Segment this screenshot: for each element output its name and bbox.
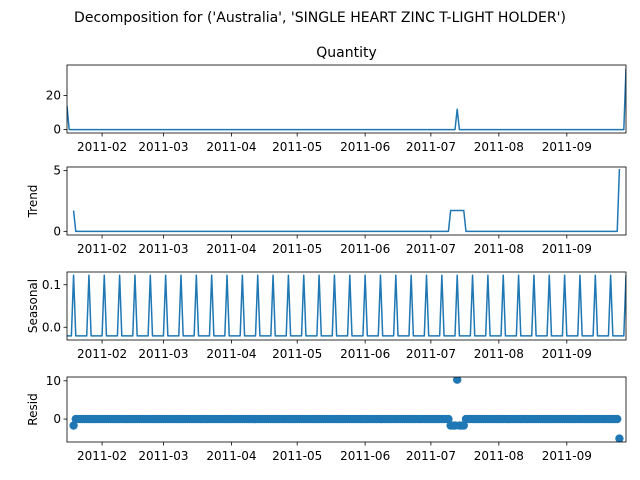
y-tick-label: 5	[53, 164, 61, 178]
y-tick-label: 0.1	[42, 278, 61, 292]
resid-point	[459, 421, 468, 430]
y-axis-label: Resid	[26, 393, 40, 425]
series-line	[67, 274, 626, 337]
x-tick-label: 2011-04	[206, 140, 256, 154]
x-tick-label: 2011-08	[474, 347, 524, 361]
x-tick-label: 2011-02	[77, 242, 127, 256]
x-tick-label: 2011-04	[206, 242, 256, 256]
x-tick-label: 2011-02	[77, 140, 127, 154]
x-tick-label: 2011-06	[340, 347, 390, 361]
y-tick-label: 0	[53, 224, 61, 238]
x-tick-label: 2011-04	[206, 449, 256, 463]
x-tick-label: 2011-07	[406, 242, 456, 256]
figure-suptitle: Decomposition for ('Australia', 'SINGLE …	[74, 10, 566, 26]
x-tick-label: 2011-08	[474, 140, 524, 154]
panel-1: Quantity 0 20 2011-02 2011-03 2011-04 2011-05 2…	[46, 45, 627, 154]
data-layer	[72, 168, 621, 233]
resid-point	[615, 434, 624, 442]
x-tick-label: 2011-06	[340, 140, 390, 154]
y-axis-label: Seasonal	[26, 279, 40, 333]
resid-point	[453, 377, 462, 384]
x-tick-label: 2011-03	[138, 140, 188, 154]
panels: Quantity 0 20 2011-02 2011-03 2011-04 2011-05 2…	[26, 45, 627, 463]
panel-title: Quantity	[316, 45, 377, 61]
x-tick-label: 2011-07	[406, 449, 456, 463]
panel-2: Trend 0 5 2011-02 2011-03 2011-04 2011-05 2011-…	[26, 164, 627, 256]
data-layer	[67, 68, 626, 131]
x-tick-label: 2011-09	[542, 242, 592, 256]
x-tick-label: 2011-04	[206, 347, 256, 361]
axes-frame	[66, 64, 627, 134]
x-tick-label: 2011-05	[272, 347, 322, 361]
y-tick-label: 0	[53, 123, 61, 137]
panel-4: Resid 0 10 2011-02 2011-03 2011-04 2011-05 2011…	[26, 374, 627, 463]
y-axis-label: Trend	[26, 185, 40, 219]
y-tick-label: 10	[46, 374, 61, 388]
series-line	[67, 68, 626, 131]
x-tick-label: 2011-02	[77, 347, 127, 361]
x-tick-label: 2011-08	[474, 449, 524, 463]
x-tick-label: 2011-09	[542, 140, 592, 154]
y-tick-label: 0.0	[42, 320, 61, 334]
y-tick-label: 20	[46, 89, 61, 103]
x-tick-label: 2011-06	[340, 449, 390, 463]
y-tick-label: 0	[53, 412, 61, 426]
x-tick-label: 2011-07	[406, 140, 456, 154]
x-tick-label: 2011-05	[272, 140, 322, 154]
x-tick-label: 2011-02	[77, 449, 127, 463]
x-tick-label: 2011-03	[138, 347, 188, 361]
x-tick-label: 2011-03	[138, 242, 188, 256]
axes-frame	[66, 376, 627, 443]
axes-frame	[66, 166, 627, 236]
resid-point	[69, 421, 78, 430]
x-tick-label: 2011-06	[340, 242, 390, 256]
series-line	[72, 168, 621, 233]
resid-point	[613, 414, 622, 424]
x-tick-label: 2011-07	[406, 347, 456, 361]
x-tick-label: 2011-09	[542, 347, 592, 361]
axes-frame	[66, 271, 627, 341]
data-layer	[69, 377, 624, 442]
x-tick-label: 2011-09	[542, 449, 592, 463]
x-tick-label: 2011-05	[272, 242, 322, 256]
data-layer	[67, 274, 626, 337]
resid-point	[444, 414, 453, 424]
x-tick-label: 2011-08	[474, 242, 524, 256]
x-tick-label: 2011-03	[138, 449, 188, 463]
panel-3: Seasonal 0.0 0.1 2011-02 2011-03 2011-04 2011-…	[26, 271, 627, 361]
x-tick-label: 2011-05	[272, 449, 322, 463]
